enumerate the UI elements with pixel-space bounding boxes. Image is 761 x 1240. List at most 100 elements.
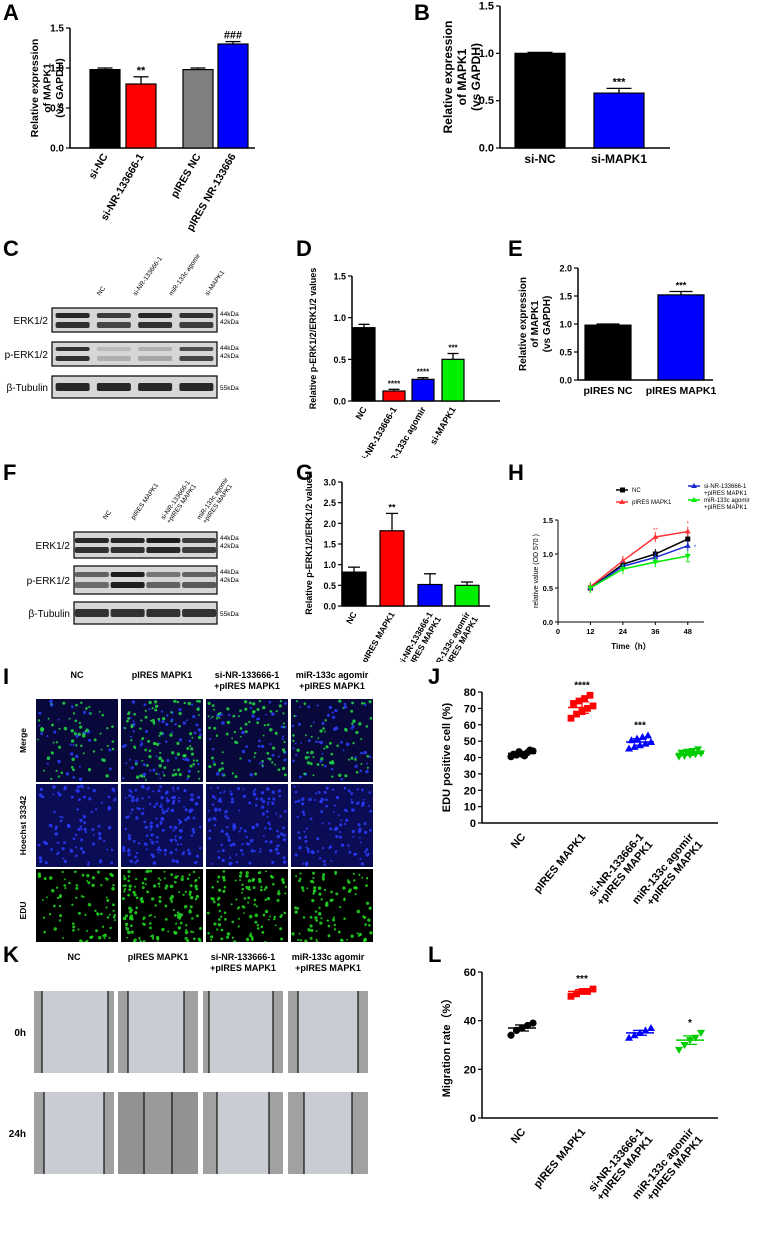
cell-dot	[155, 824, 160, 828]
cell-dot	[338, 830, 341, 834]
cell-dot	[198, 777, 201, 780]
cell-dot	[328, 822, 331, 825]
cell-dot	[268, 700, 272, 704]
cell-dot	[299, 939, 303, 942]
cell-dot	[46, 896, 49, 899]
cell-dot	[245, 874, 249, 878]
y-axis-label: Relative p-ERK1/2/ERK1/2 values	[308, 268, 318, 410]
cell-dot	[197, 795, 201, 800]
cell-dot	[110, 848, 114, 852]
y-tick-label: 50	[464, 736, 476, 748]
blot-band	[146, 582, 181, 588]
cell-dot	[165, 809, 169, 813]
blot-band	[179, 356, 214, 361]
cell-dot	[235, 853, 238, 856]
cell-dot	[52, 785, 56, 789]
cell-dot	[107, 795, 111, 799]
cell-dot	[207, 715, 210, 718]
bar	[584, 324, 632, 381]
cell-dot	[122, 726, 125, 729]
wound-image	[34, 1092, 114, 1174]
cell-dot	[332, 727, 337, 731]
cell-dot	[267, 918, 270, 921]
cell-dot	[360, 738, 363, 741]
cell-dot	[293, 714, 296, 718]
cell-dot	[229, 792, 233, 796]
cell-layer	[172, 1092, 198, 1174]
cell-dot	[235, 860, 239, 864]
cell-dot	[354, 893, 357, 896]
cell-dot	[170, 900, 174, 903]
cell-dot	[165, 884, 169, 888]
cell-dot	[258, 700, 262, 703]
cell-dot	[86, 879, 89, 882]
cell-dot	[269, 742, 272, 746]
data-point	[685, 536, 691, 542]
cell-dot	[39, 787, 43, 792]
cell-dot	[297, 938, 300, 942]
cell-dot	[351, 808, 355, 812]
cell-dot	[225, 732, 229, 736]
cell-dot	[215, 772, 220, 776]
cell-dot	[368, 755, 372, 759]
cell-dot	[303, 772, 306, 776]
cell-dot	[248, 720, 251, 724]
cell-dot	[198, 825, 202, 829]
cell-dot	[234, 775, 238, 779]
cell-dot	[236, 741, 239, 744]
cell-dot	[73, 870, 77, 874]
cell-dot	[172, 829, 175, 832]
cell-dot	[296, 815, 299, 819]
cell-dot	[82, 896, 85, 898]
y-tick-label: 0.5	[559, 348, 572, 358]
category-label: pIRES NC	[583, 385, 632, 397]
cell-dot	[74, 854, 78, 858]
cell-dot	[183, 754, 187, 758]
cell-dot	[232, 714, 236, 718]
cell-dot	[70, 729, 74, 733]
cell-dot	[307, 739, 311, 743]
cell-dot	[331, 760, 334, 763]
cell-dot	[211, 747, 215, 751]
blot-band	[96, 347, 131, 351]
cell-dot	[111, 886, 115, 891]
blot-band	[179, 313, 214, 318]
cell-dot	[347, 889, 352, 893]
cell-dot	[176, 741, 180, 745]
cell-dot	[216, 928, 219, 931]
bar	[417, 583, 443, 607]
cell-dot	[167, 930, 170, 933]
x-tick-label: 0	[556, 627, 560, 636]
cell-dot	[231, 772, 235, 775]
cell-dot	[130, 924, 133, 928]
cell-dot	[182, 758, 185, 761]
cell-dot	[188, 893, 192, 896]
cell-dot	[155, 755, 158, 758]
cell-dot	[150, 853, 154, 857]
cell-dot	[210, 862, 213, 865]
cell-dot	[248, 701, 252, 705]
cell-dot	[360, 751, 363, 755]
y-tick-label: 20	[464, 785, 476, 797]
category-label: pIRES MAPK1	[359, 610, 396, 662]
cell-dot	[126, 719, 129, 723]
cell-dot	[300, 802, 305, 806]
cell-dot	[66, 823, 70, 827]
cell-dot	[315, 930, 318, 932]
cell-dot	[256, 927, 260, 930]
cell-dot	[305, 827, 308, 830]
cell-dot	[365, 725, 369, 728]
cell-dot	[216, 786, 219, 789]
cell-dot	[132, 720, 135, 723]
cell-dot	[238, 874, 242, 878]
cell-dot	[46, 762, 49, 765]
cell-dot	[77, 827, 81, 831]
cell-dot	[364, 850, 367, 854]
cell-dot	[178, 724, 181, 728]
blot-row-label: β-Tubulin	[28, 609, 70, 620]
cell-dot	[317, 886, 322, 891]
y-tick-label: 2.0	[323, 519, 336, 529]
cell-layer	[203, 991, 209, 1073]
cell-dot	[294, 800, 298, 804]
cell-dot	[359, 841, 362, 844]
